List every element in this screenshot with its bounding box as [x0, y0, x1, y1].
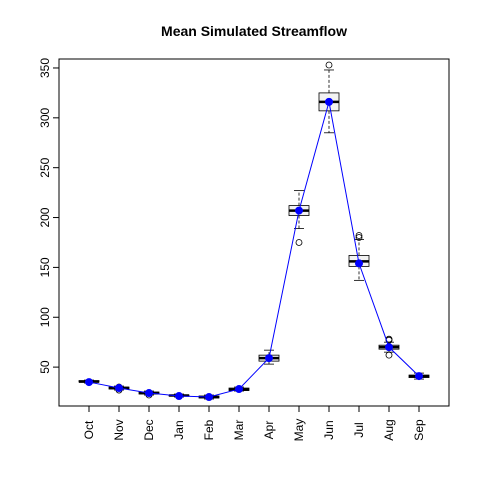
x-tick-label-sep: Sep [412, 419, 426, 441]
mean-point-nov [115, 384, 123, 393]
y-tick-label-100: 100 [38, 307, 52, 327]
x-tick-label-jan: Jan [172, 420, 186, 439]
mean-point-dec [145, 389, 153, 398]
y-tick-label-300: 300 [38, 107, 52, 127]
mean-point-sep [415, 372, 423, 381]
x-tick-label-apr: Apr [262, 421, 276, 440]
mean-point-oct [85, 378, 93, 387]
outlier-aug-0 [385, 351, 393, 359]
mean-point-mar [235, 385, 243, 394]
outlier-jul-0 [355, 234, 363, 241]
plot-frame [58, 58, 450, 407]
y-tick-label-150: 150 [38, 257, 52, 277]
outlier-jun-0 [325, 61, 333, 69]
mean-point-feb [205, 393, 213, 402]
y-tick-label-250: 250 [38, 157, 52, 177]
x-tick-label-may: May [292, 419, 306, 442]
x-tick-label-dec: Dec [142, 419, 156, 440]
x-tick-label-feb: Feb [202, 419, 216, 440]
box-may [288, 190, 310, 246]
mean-series [85, 97, 423, 402]
outlier-jul-1 [355, 232, 363, 239]
x-tick-label-jul: Jul [352, 422, 366, 437]
mean-point-jan [175, 392, 183, 401]
mean-point-may [295, 206, 303, 215]
x-tick-label-nov: Nov [112, 419, 126, 440]
mean-point-jun [325, 97, 333, 106]
mean-point-jul [355, 259, 363, 268]
box-jul [348, 232, 370, 281]
y-tick-label-350: 350 [38, 58, 52, 78]
y-tick-label-200: 200 [38, 207, 52, 227]
x-axis: Oct Nov Dec Jan Feb Mar Apr May Jun Jul Aug Sep [82, 406, 426, 441]
mean-point-aug [385, 343, 393, 352]
x-tick-label-aug: Aug [382, 419, 396, 440]
outlier-may-0 [295, 239, 303, 246]
box-jun [318, 61, 340, 134]
x-tick-label-mar: Mar [232, 420, 246, 441]
y-axis: 50 100 150 200 250 300 350 [38, 58, 59, 374]
x-tick-label-oct: Oct [82, 420, 96, 439]
chart-title: Mean Simulated Streamflow [161, 23, 347, 39]
x-tick-label-jun: Jun [322, 420, 336, 439]
mean-point-apr [265, 354, 273, 363]
mean-line [88, 101, 420, 398]
box-group [78, 61, 430, 400]
y-tick-label-50: 50 [38, 360, 52, 374]
